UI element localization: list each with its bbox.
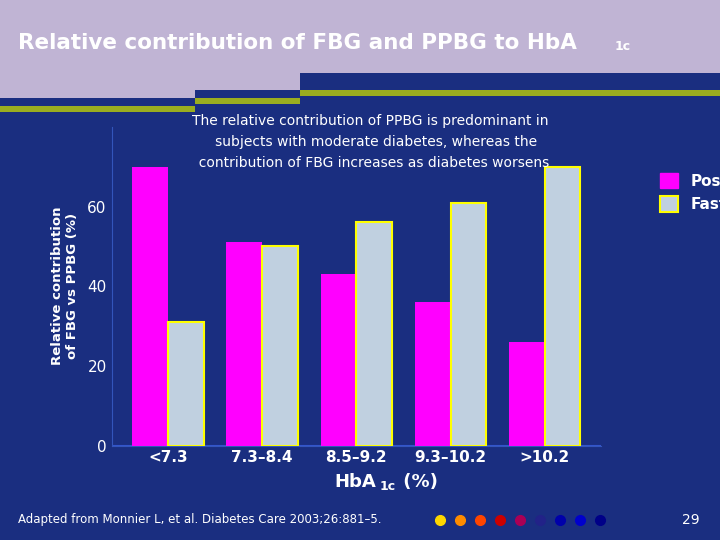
Bar (262, 246, 298, 446)
Bar (0, 0, 720, 73)
Text: The relative contribution of PPBG is predominant in
   subjects with moderate di: The relative contribution of PPBG is pre… (190, 114, 549, 170)
Legend: Postprandial, Fasting: Postprandial, Fasting (660, 173, 720, 212)
Bar (132, 167, 168, 446)
Bar (168, 322, 204, 446)
Text: HbA: HbA (334, 473, 376, 491)
Bar (545, 167, 580, 446)
Bar (356, 222, 392, 446)
Text: Relative contribution of FBG and PPBG to HbA: Relative contribution of FBG and PPBG to… (18, 33, 577, 53)
Text: 1c: 1c (615, 40, 631, 53)
Text: (%): (%) (397, 473, 438, 491)
Polygon shape (0, 73, 300, 90)
Bar (509, 342, 545, 446)
Bar (320, 274, 356, 446)
Bar (415, 302, 451, 446)
Polygon shape (0, 90, 720, 112)
Text: 1c: 1c (380, 480, 396, 492)
Text: 29: 29 (683, 513, 700, 527)
Text: Adapted from Monnier L, et al. Diabetes Care 2003;26:881–5.: Adapted from Monnier L, et al. Diabetes … (18, 514, 382, 526)
Bar (227, 242, 262, 446)
Y-axis label: Relative contribution
of FBG vs PPBG (%): Relative contribution of FBG vs PPBG (%) (51, 207, 79, 366)
Bar (451, 202, 486, 446)
Polygon shape (0, 90, 195, 98)
